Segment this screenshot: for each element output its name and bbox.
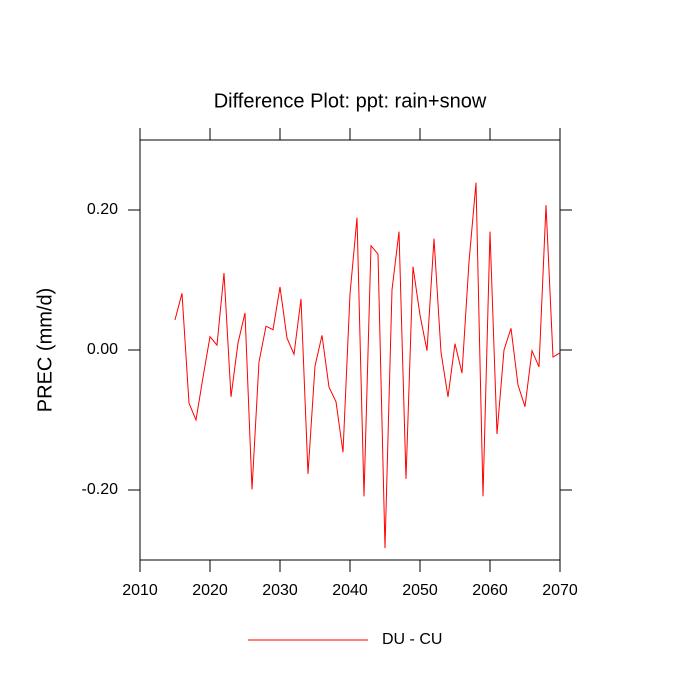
data-line	[174, 182, 561, 549]
plot-frame	[139, 139, 561, 561]
x-tick-label: 2070	[542, 582, 578, 599]
x-tick-label: 2040	[332, 582, 368, 599]
x-tick-label: 2010	[122, 582, 158, 599]
x-tick-label: 2050	[402, 582, 438, 599]
x-tick-label: 2020	[192, 582, 228, 599]
x-tick-label: 2030	[262, 582, 298, 599]
chart-title: Difference Plot: ppt: rain+snow	[214, 90, 487, 112]
y-axis-label: PREC (mm/d)	[34, 288, 56, 412]
y-tick-label: 0.00	[87, 341, 118, 358]
y-tick-label: 0.20	[87, 201, 118, 218]
x-tick-label: 2060	[472, 582, 508, 599]
legend-label: DU - CU	[382, 631, 442, 648]
y-tick-label: -0.20	[82, 481, 119, 498]
